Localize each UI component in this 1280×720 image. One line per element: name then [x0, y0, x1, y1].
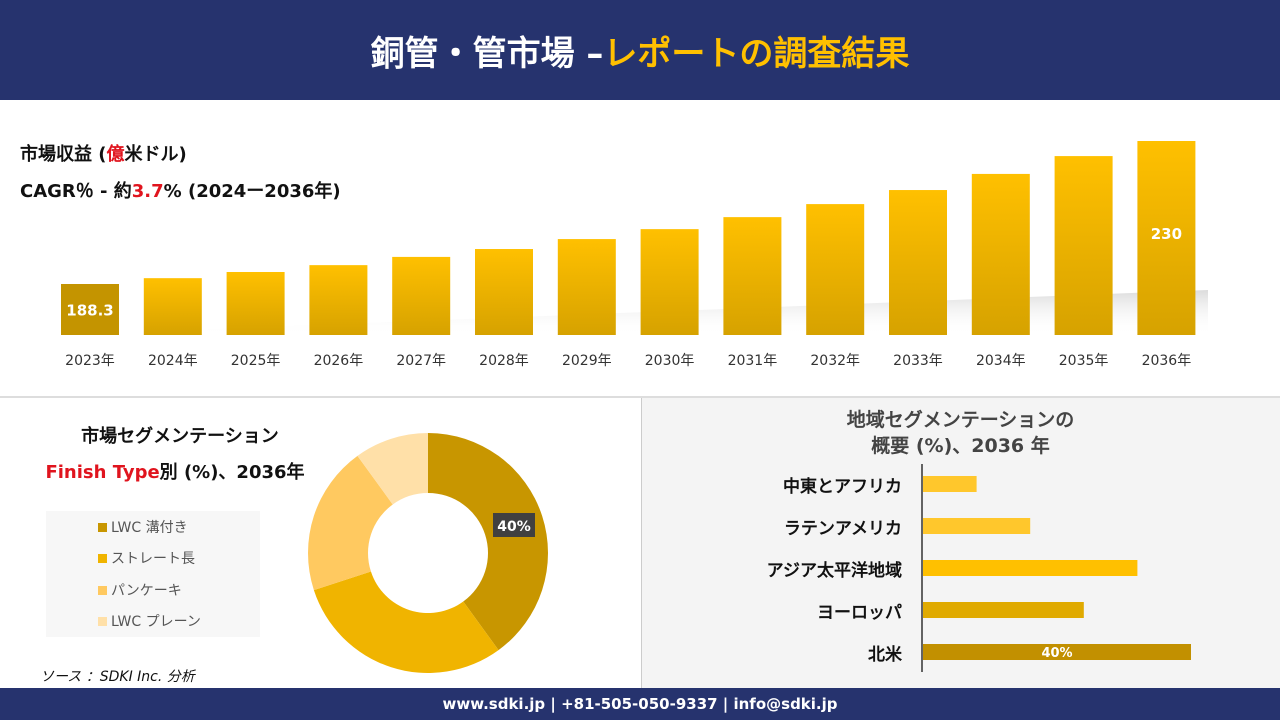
legend-swatch	[98, 553, 107, 563]
x-tick-label: 2032年	[810, 353, 860, 369]
x-tick-label: 2030年	[645, 353, 695, 369]
x-tick-label: 2023年	[65, 353, 115, 369]
region-label: ヨーロッパ	[817, 603, 902, 623]
x-tick-label: 2026年	[314, 353, 364, 369]
donut-slice	[308, 455, 393, 591]
donut-slice	[313, 571, 499, 674]
segment-subtitle: Finish Type別 (%)、2036年	[45, 462, 305, 483]
x-tick-label: 2028年	[479, 353, 529, 369]
x-tick-label: 2035年	[1059, 353, 1109, 369]
revenue-bar	[557, 239, 616, 335]
region-panel	[641, 398, 1280, 688]
region-bar	[923, 476, 977, 492]
region-label: ラテンアメリカ	[783, 519, 902, 539]
x-tick-label: 2029年	[562, 353, 612, 369]
revenue-bar	[971, 173, 1030, 335]
region-label: 中東とアフリカ	[783, 477, 902, 497]
legend-item: LWC プレーン	[98, 611, 201, 631]
donut-slice	[357, 433, 428, 505]
revenue-bar	[1054, 156, 1113, 335]
legend-swatch	[98, 616, 107, 626]
donut-slice	[428, 433, 548, 651]
bar-data-label: 188.3	[66, 302, 113, 320]
revenue-bar	[143, 278, 202, 335]
x-tick-label: 2024年	[148, 353, 198, 369]
revenue-label: 市場収益 (億米ドル)	[20, 144, 187, 165]
revenue-bar	[61, 284, 119, 335]
title-main: 銅管・管市場 –	[370, 33, 604, 74]
revenue-bar	[1137, 141, 1196, 335]
legend-item: ストレート長	[98, 548, 195, 568]
revenue-bar	[309, 265, 368, 335]
region-bar	[923, 644, 1191, 660]
revenue-bar	[475, 249, 533, 335]
x-tick-label: 2034年	[976, 353, 1026, 369]
donut-label-box	[493, 513, 535, 537]
x-tick-label: 2031年	[728, 353, 778, 369]
segment-title: 市場セグメンテーション	[81, 426, 279, 447]
cagr-label: CAGR％ - 約3.7% (2024ー2036年)	[20, 181, 341, 202]
revenue-bar	[640, 229, 699, 335]
donut-data-label: 40%	[497, 519, 531, 535]
region-title-2: 概要 (%)、2036 年	[871, 435, 1050, 457]
revenue-bar	[806, 204, 865, 335]
region-title: 地域セグメンテーションの	[846, 409, 1075, 431]
section-divider	[0, 396, 1280, 398]
region-bar	[923, 518, 1031, 534]
region-data-label: 40%	[1041, 646, 1072, 661]
region-bar	[923, 560, 1138, 576]
x-tick-label: 2033年	[893, 353, 943, 369]
revenue-bar	[392, 256, 451, 335]
revenue-bar	[723, 217, 782, 335]
x-tick-label: 2025年	[231, 353, 281, 369]
legend-swatch	[98, 585, 107, 595]
region-bar	[923, 602, 1084, 618]
x-tick-label: 2036年	[1142, 353, 1192, 369]
x-tick-label: 2027年	[396, 353, 446, 369]
title-highlight: レポートの調査結果	[603, 33, 910, 74]
legend-item: LWC 溝付き	[98, 517, 188, 537]
region-label: アジア太平洋地域	[766, 561, 902, 581]
header-banner: 銅管・管市場 – レポートの調査結果	[0, 0, 1280, 100]
region-label: 北米	[868, 645, 902, 665]
donut-legend: LWC 溝付き ストレート長 パンケーキ LWC プレーン	[46, 511, 260, 637]
revenue-bar	[226, 271, 285, 335]
revenue-bar	[889, 190, 947, 335]
source-note: ソース ：SDKI Inc. 分析	[40, 669, 195, 685]
footer-contact: www.sdki.jp | +81-505-050-9337 | info@sd…	[0, 688, 1280, 720]
bar-data-label: 230	[1151, 225, 1182, 243]
legend-item: パンケーキ	[98, 580, 182, 600]
legend-swatch	[98, 522, 107, 532]
